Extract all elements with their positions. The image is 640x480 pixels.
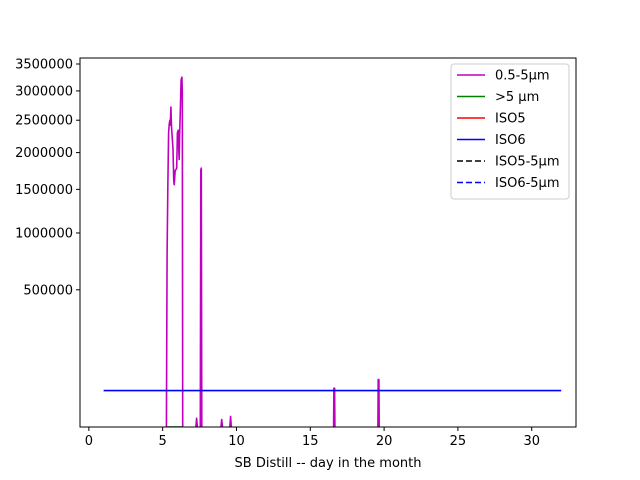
x-tick-label: 25 bbox=[450, 434, 467, 449]
legend-label: ISO5 bbox=[495, 112, 526, 127]
x-tick-label: 10 bbox=[228, 434, 245, 449]
legend-box bbox=[450, 63, 570, 200]
y-tick-label: 1500000 bbox=[15, 183, 73, 198]
series-line-1-segment-2 bbox=[199, 167, 203, 427]
x-axis-label: SB Distill -- day in the month bbox=[235, 456, 422, 471]
legend-label: >5 μm bbox=[495, 90, 539, 105]
x-tick-label: 20 bbox=[376, 434, 393, 449]
series-line-1-segment-6 bbox=[332, 387, 336, 427]
series-line-1-segment-3 bbox=[195, 417, 199, 427]
legend-label: ISO6-5μm bbox=[495, 176, 560, 191]
legend-label: ISO6 bbox=[495, 133, 526, 148]
legend: 0.5-5μm >5 μm ISO5 ISO6 ISO5-5μm ISO6-5μm bbox=[450, 63, 570, 200]
legend-label: 0.5-5μm bbox=[495, 69, 550, 84]
x-tick-label: 30 bbox=[523, 434, 540, 449]
y-tick-label: 1000000 bbox=[15, 226, 73, 241]
plot-area bbox=[103, 76, 562, 427]
y-tick-label: 3500000 bbox=[15, 58, 73, 73]
y-axis: 500000 1000000 1500000 2000000 2500000 300000… bbox=[15, 58, 80, 298]
series-line-1-segment-1 bbox=[165, 76, 184, 427]
series-line-1-segment-5 bbox=[229, 415, 233, 427]
y-tick-label: 2000000 bbox=[15, 146, 73, 161]
y-tick-label: 500000 bbox=[23, 283, 73, 298]
y-tick-label: 3000000 bbox=[15, 84, 73, 99]
plot-frame bbox=[79, 57, 577, 428]
y-tick-label: 2500000 bbox=[15, 114, 73, 129]
legend-label: ISO5-5μm bbox=[495, 155, 560, 170]
x-axis: 0 5 10 15 20 25 30 bbox=[85, 427, 540, 449]
x-tick-label: 5 bbox=[159, 434, 167, 449]
x-tick-label: 0 bbox=[85, 434, 93, 449]
series-line-1-segment-7 bbox=[377, 378, 380, 427]
series-line-1-segment-4 bbox=[220, 418, 224, 427]
x-tick-label: 15 bbox=[302, 434, 319, 449]
